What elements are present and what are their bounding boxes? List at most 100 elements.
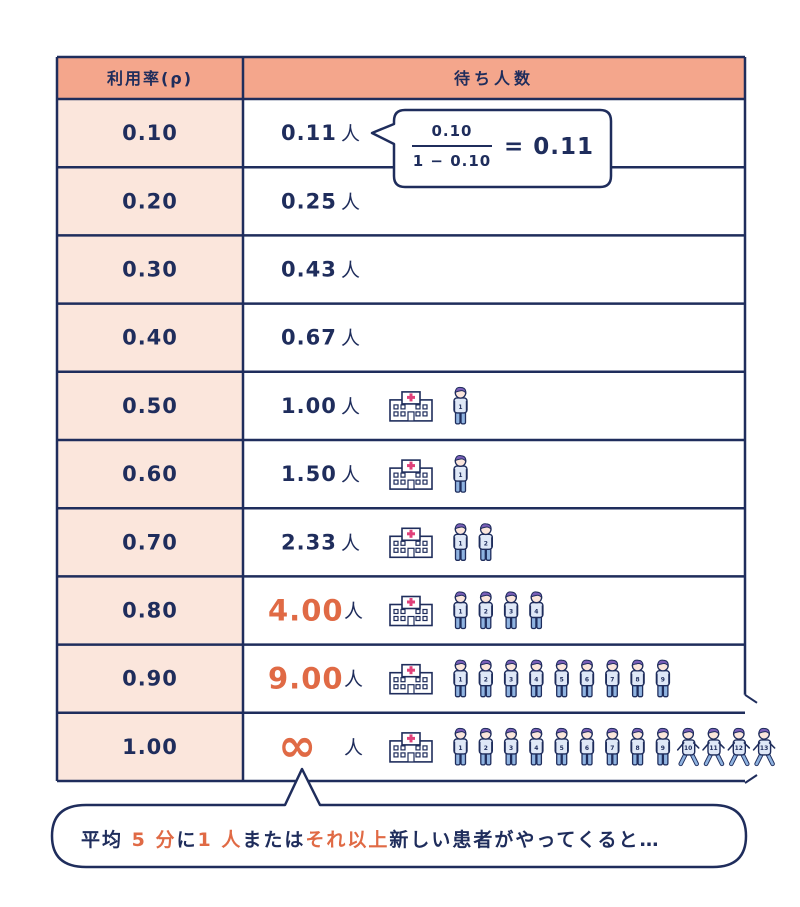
patient-icon: 2 <box>478 523 493 561</box>
table-row: 0.30 0.43 人 <box>122 258 360 282</box>
caption-text: 平均 5 分に1 人またはそれ以上新しい患者がやってくると… <box>81 828 660 851</box>
caption-highlight: それ以上 <box>305 829 389 851</box>
patient-icon: 1 <box>453 455 468 493</box>
svg-text:1: 1 <box>458 404 462 411</box>
utilization-value: 0.60 <box>122 462 178 486</box>
table-row: 0.20 0.25 人 <box>122 189 360 213</box>
waiting-value: 4.00 <box>268 594 344 628</box>
waiting-value: 9.00 <box>268 662 344 696</box>
hospital-icon <box>389 391 433 422</box>
hospital-icon <box>389 732 433 763</box>
waiting-unit: 人 <box>344 669 363 691</box>
svg-text:4: 4 <box>534 677 538 684</box>
svg-text:4: 4 <box>534 609 538 616</box>
waiting-value: 0.25 <box>281 189 337 213</box>
utilization-value: 0.40 <box>122 326 178 350</box>
table-row: 1.00 ∞ 人 1 2 3 4 5 6 7 8 9 10 11 12 13 <box>122 718 776 772</box>
svg-text:3: 3 <box>509 677 513 684</box>
patient-queue: 1 2 3 4 5 6 7 8 9 10 11 12 13 <box>453 727 776 767</box>
patient-icon: 1 <box>453 727 468 766</box>
svg-text:1: 1 <box>458 677 462 684</box>
waiting-unit: 人 <box>341 328 360 350</box>
formula-numerator: 0.10 <box>431 122 472 140</box>
waiting-value: ∞ <box>278 718 316 772</box>
patient-icon: 12 <box>727 727 751 767</box>
waiting-value: 0.43 <box>281 258 337 282</box>
utilization-value: 1.00 <box>122 735 178 759</box>
patient-queue: 1 <box>453 455 468 493</box>
svg-text:8: 8 <box>636 677 640 684</box>
utilization-value: 0.20 <box>122 189 178 213</box>
header-utilization: 利用率(ρ) <box>107 69 193 88</box>
patient-queue: 1 <box>453 386 468 425</box>
caption-segment: 平均 <box>81 828 132 851</box>
waiting-value: 2.33 <box>281 530 337 554</box>
caption-segment: に <box>176 829 197 851</box>
caption-highlight: 5 分 <box>132 829 177 851</box>
patient-icon: 3 <box>503 727 519 766</box>
patient-icon: 6 <box>579 659 595 698</box>
table-row: 0.90 9.00 人 1 2 3 4 5 6 7 8 9 <box>122 659 671 698</box>
svg-text:12: 12 <box>735 745 743 752</box>
caption-segment: または <box>242 829 305 851</box>
waiting-unit: 人 <box>341 191 360 213</box>
utilization-value: 0.10 <box>122 121 178 145</box>
formula-denominator: 1 − 0.10 <box>413 152 491 170</box>
patient-icon: 3 <box>503 659 519 698</box>
patient-icon: 13 <box>752 727 776 767</box>
waiting-unit: 人 <box>344 737 363 759</box>
patient-icon: 11 <box>702 727 725 767</box>
svg-text:2: 2 <box>484 745 488 752</box>
waiting-unit: 人 <box>341 260 360 282</box>
header-row <box>57 57 745 99</box>
patient-icon: 6 <box>579 727 595 766</box>
table-row: 0.10 0.11 人 <box>122 121 360 145</box>
waiting-unit: 人 <box>341 532 360 554</box>
hospital-icon <box>389 527 433 559</box>
caption-segment: 新しい患者がやってくると… <box>389 828 660 851</box>
utilization-value: 0.30 <box>122 258 178 282</box>
svg-text:2: 2 <box>484 609 488 616</box>
svg-text:1: 1 <box>458 540 462 547</box>
waiting-value: 1.00 <box>281 394 337 418</box>
table-grid <box>55 55 758 784</box>
waiting-unit: 人 <box>341 396 360 418</box>
svg-text:2: 2 <box>484 540 488 547</box>
utilization-value: 0.80 <box>122 599 178 623</box>
svg-text:6: 6 <box>585 745 589 752</box>
patient-icon: 5 <box>554 727 569 766</box>
svg-text:10: 10 <box>684 745 692 752</box>
svg-text:11: 11 <box>709 745 717 752</box>
svg-text:3: 3 <box>509 745 513 752</box>
patient-icon: 7 <box>605 727 620 766</box>
patient-queue: 1 2 3 4 5 6 7 8 9 <box>453 659 671 698</box>
patient-icon: 1 <box>453 386 468 425</box>
svg-text:13: 13 <box>760 745 768 752</box>
patient-icon: 8 <box>630 659 645 698</box>
table-row: 0.70 2.33 人 1 2 <box>122 523 493 561</box>
patient-icon: 1 <box>453 523 468 561</box>
svg-text:5: 5 <box>560 745 564 752</box>
patient-icon: 4 <box>529 659 544 698</box>
patient-icon: 2 <box>478 591 493 630</box>
svg-text:7: 7 <box>610 677 614 684</box>
svg-text:1: 1 <box>458 609 462 616</box>
patient-queue: 1 2 3 4 <box>453 591 544 630</box>
waiting-value: 0.11 <box>281 121 337 145</box>
svg-text:9: 9 <box>661 745 665 752</box>
caption-bubble: 平均 5 分に1 人またはそれ以上新しい患者がやってくると… <box>50 767 748 869</box>
patient-icon: 4 <box>529 727 544 766</box>
caption-highlight: 1 人 <box>197 829 242 851</box>
svg-text:9: 9 <box>661 677 665 684</box>
svg-text:7: 7 <box>610 745 614 752</box>
waiting-value: 1.50 <box>281 462 337 486</box>
svg-text:1: 1 <box>458 472 462 479</box>
patient-icon: 2 <box>478 727 493 766</box>
svg-text:3: 3 <box>509 609 513 616</box>
patient-icon: 2 <box>478 659 493 698</box>
hospital-icon <box>389 595 433 627</box>
patient-icon: 1 <box>453 659 468 698</box>
